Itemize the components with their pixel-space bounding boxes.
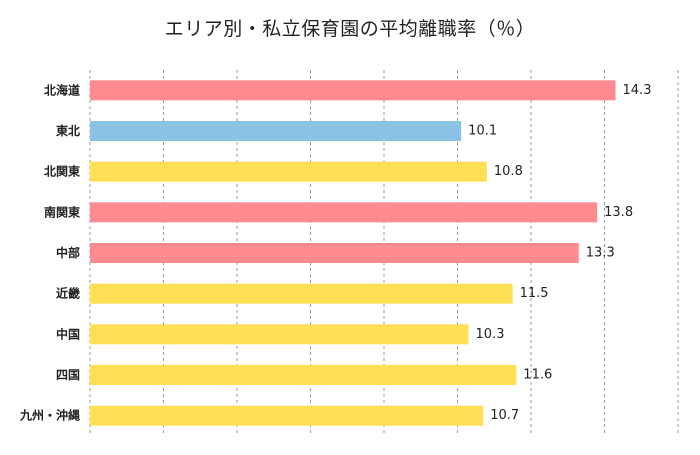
category-label: 中部: [56, 245, 80, 260]
category-label: 四国: [56, 368, 80, 382]
category-label: 東北: [56, 123, 80, 138]
data-label: 13.8: [604, 205, 633, 220]
category-label: 中国: [56, 326, 80, 341]
bar: [90, 324, 469, 345]
data-label: 10.7: [490, 408, 519, 423]
data-label: 11.5: [520, 286, 549, 301]
bar: [90, 161, 487, 182]
bar: [90, 405, 484, 426]
bar: [90, 283, 513, 304]
data-label: 10.3: [476, 327, 505, 342]
bar: [90, 80, 616, 101]
bar: [90, 365, 517, 385]
data-label: 10.8: [494, 164, 523, 179]
category-label: 北関東: [44, 164, 80, 179]
data-label: 11.6: [523, 368, 552, 383]
bar: [90, 243, 579, 263]
data-label: 14.3: [623, 83, 652, 98]
category-label: 九州・沖縄: [19, 408, 80, 423]
data-label: 10.1: [468, 124, 497, 139]
bar: [90, 121, 462, 141]
bar: [90, 202, 598, 223]
data-label: 13.3: [586, 246, 615, 261]
category-label: 近畿: [56, 286, 80, 301]
chart-title: エリア別・私立保育園の平均離職率（％）: [164, 18, 536, 40]
category-label: 北海道: [44, 82, 80, 97]
category-label: 南関東: [44, 204, 80, 219]
